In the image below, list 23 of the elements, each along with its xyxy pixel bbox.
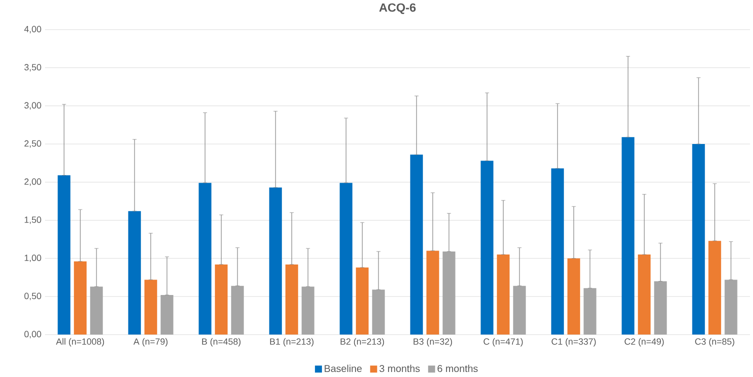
x-tick-label: B2 (n=213) bbox=[340, 338, 384, 346]
y-tick-label: 4,00 bbox=[24, 26, 42, 34]
y-tick-label: 2,00 bbox=[24, 178, 42, 186]
x-tick-label: B3 (n=32) bbox=[414, 338, 452, 346]
chart-title: ACQ-6 bbox=[379, 3, 416, 14]
y-tick-label: 0,00 bbox=[24, 330, 42, 338]
legend-label: 6 months bbox=[438, 364, 478, 372]
y-tick-label: 1,50 bbox=[24, 216, 42, 224]
x-tick-label: A (n=79) bbox=[133, 338, 168, 346]
x-tick-label: C2 (n=49) bbox=[624, 338, 664, 346]
y-tick-label: 1,00 bbox=[24, 254, 42, 262]
y-tick-label: 3,00 bbox=[24, 102, 42, 110]
x-tick-label: B1 (n=213) bbox=[270, 338, 314, 346]
x-tick-label: C3 (n=85) bbox=[695, 338, 734, 346]
legend-label: Baseline bbox=[324, 364, 362, 372]
x-tick-label: C (n=471) bbox=[484, 338, 523, 346]
y-tick-label: 3,50 bbox=[24, 64, 42, 72]
legend-label: 3 months bbox=[380, 364, 420, 372]
x-tick-label: B (n=458) bbox=[202, 338, 241, 346]
x-tick-label: C1 (n=337) bbox=[552, 338, 596, 346]
y-tick-label: 2,50 bbox=[24, 140, 42, 148]
x-tick-label: All (n=1008) bbox=[56, 338, 104, 346]
y-tick-label: 0,50 bbox=[24, 292, 42, 300]
